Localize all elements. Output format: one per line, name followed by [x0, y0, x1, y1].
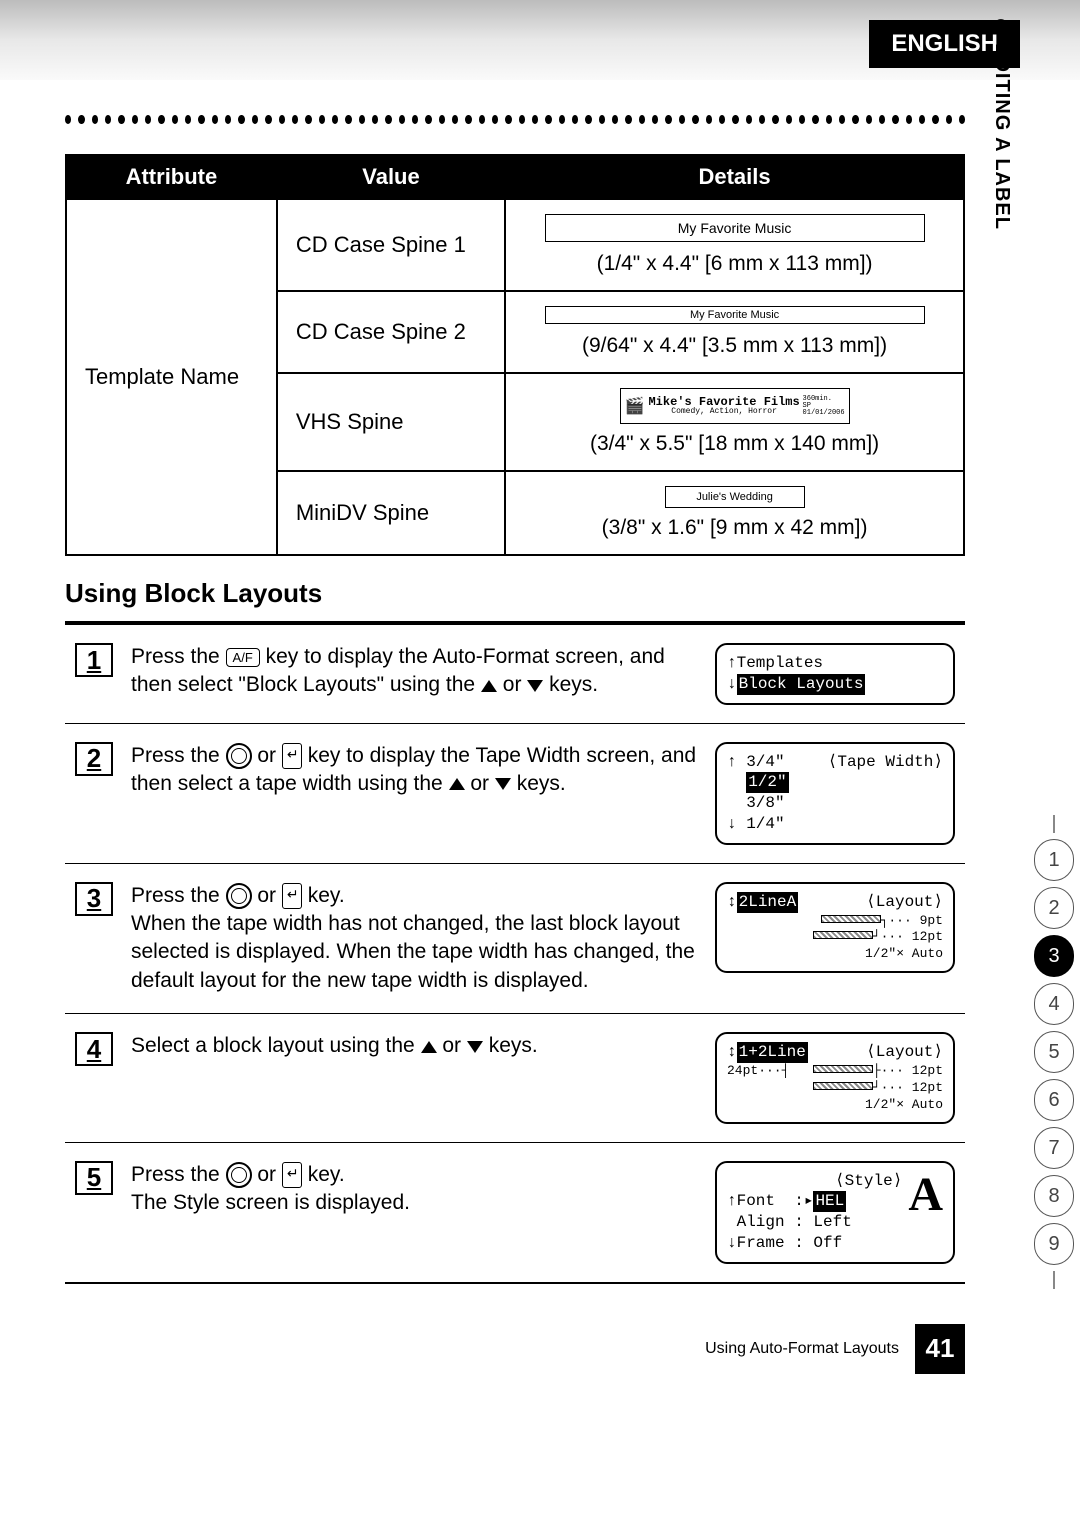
step-row: 5 Press the or key.The Style screen is di…	[65, 1142, 965, 1282]
step-number: 4	[75, 1032, 113, 1066]
chapter-tab-8[interactable]: 8	[1034, 1175, 1074, 1217]
details-cell: 🎬Mike's Favorite FilmsComedy, Action, Ho…	[505, 373, 964, 471]
step-text: Press the or key to display the Tape Wid…	[131, 742, 697, 799]
chapter-tab-3[interactable]: 3	[1034, 935, 1074, 977]
footer: Using Auto-Format Layouts 41	[65, 1324, 965, 1374]
step-row: 2 Press the or key to display the Tape Wi…	[65, 723, 965, 863]
step-text: Select a block layout using the or keys.	[131, 1032, 697, 1060]
step-number: 5	[75, 1161, 113, 1195]
label-sample: My Favorite Music	[545, 214, 925, 242]
value-cell: CD Case Spine 1	[277, 199, 505, 291]
step-number: 1	[75, 643, 113, 677]
chapter-tab-4[interactable]: 4	[1034, 983, 1074, 1025]
attribute-cell: Template Name	[66, 199, 277, 555]
footer-text: Using Auto-Format Layouts	[705, 1340, 899, 1358]
step-number: 2	[75, 742, 113, 776]
chapter-tab-5[interactable]: 5	[1034, 1031, 1074, 1073]
label-sample: My Favorite Music	[545, 306, 925, 324]
lcd-screen: ⟨Style⟩↑Font :▸HEL Align : Left↓Frame : …	[715, 1161, 955, 1264]
section-title: Using Block Layouts	[65, 578, 965, 609]
chapter-tab-9[interactable]: 9	[1034, 1223, 1074, 1265]
lcd-screen: ↕2LineA⟨Layout⟩┐··· 9pt┘··· 12pt1/2"× Au…	[715, 882, 955, 973]
vhs-sample: 🎬Mike's Favorite FilmsComedy, Action, Ho…	[620, 388, 850, 424]
chapter-tab-7[interactable]: 7	[1034, 1127, 1074, 1169]
lcd-screen: ↑ 3/4"⟨Tape Width⟩ 1/2" 3/8"↓ 1/4"	[715, 742, 955, 845]
chapter-nav: 1 2 3 4 5 6 7 8 9	[1034, 815, 1074, 1289]
col-value: Value	[277, 155, 505, 199]
page-number: 41	[915, 1324, 965, 1374]
dotted-divider	[65, 115, 965, 124]
chapter-tab-2[interactable]: 2	[1034, 887, 1074, 929]
value-cell: VHS Spine	[277, 373, 505, 471]
step-row: 4 Select a block layout using the or keys…	[65, 1013, 965, 1141]
details-cell: Julie's Wedding(3/8" x 1.6" [9 mm x 42 m…	[505, 471, 964, 555]
step-text: Press the or key.The Style screen is dis…	[131, 1161, 697, 1218]
step-text: Press the or key.When the tape width has…	[131, 882, 697, 995]
side-section-label: EDITING A LABEL	[990, 19, 1013, 230]
lcd-screen: ↑Templates↓Block Layouts	[715, 643, 955, 705]
chapter-tab-1[interactable]: 1	[1034, 839, 1074, 881]
attribute-table: Attribute Value Details Template NameCD …	[65, 154, 965, 556]
bullet-icon	[995, 19, 1009, 33]
details-cell: My Favorite Music(1/4" x 4.4" [6 mm x 11…	[505, 199, 964, 291]
page-content: EDITING A LABEL Attribute Value Details …	[65, 115, 965, 1374]
steps-container: 1 Press the A/F key to display the Auto-F…	[65, 621, 965, 1284]
step-text: Press the A/F key to display the Auto-Fo…	[131, 643, 697, 700]
film-icon: 🎬	[625, 396, 645, 416]
step-number: 3	[75, 882, 113, 916]
step-row: 3 Press the or key.When the tape width ha…	[65, 863, 965, 1013]
col-details: Details	[505, 155, 964, 199]
details-cell: My Favorite Music(9/64" x 4.4" [3.5 mm x…	[505, 291, 964, 373]
value-cell: MiniDV Spine	[277, 471, 505, 555]
value-cell: CD Case Spine 2	[277, 291, 505, 373]
side-section-text: EDITING A LABEL	[990, 43, 1013, 230]
chapter-tab-6[interactable]: 6	[1034, 1079, 1074, 1121]
lcd-screen: ↕1+2Line⟨Layout⟩24pt···┤├··· 12pt┘··· 12…	[715, 1032, 955, 1123]
col-attribute: Attribute	[66, 155, 277, 199]
step-row: 1 Press the A/F key to display the Auto-F…	[65, 623, 965, 723]
header-gradient: ENGLISH	[0, 0, 1080, 80]
minidv-sample: Julie's Wedding	[665, 486, 805, 508]
